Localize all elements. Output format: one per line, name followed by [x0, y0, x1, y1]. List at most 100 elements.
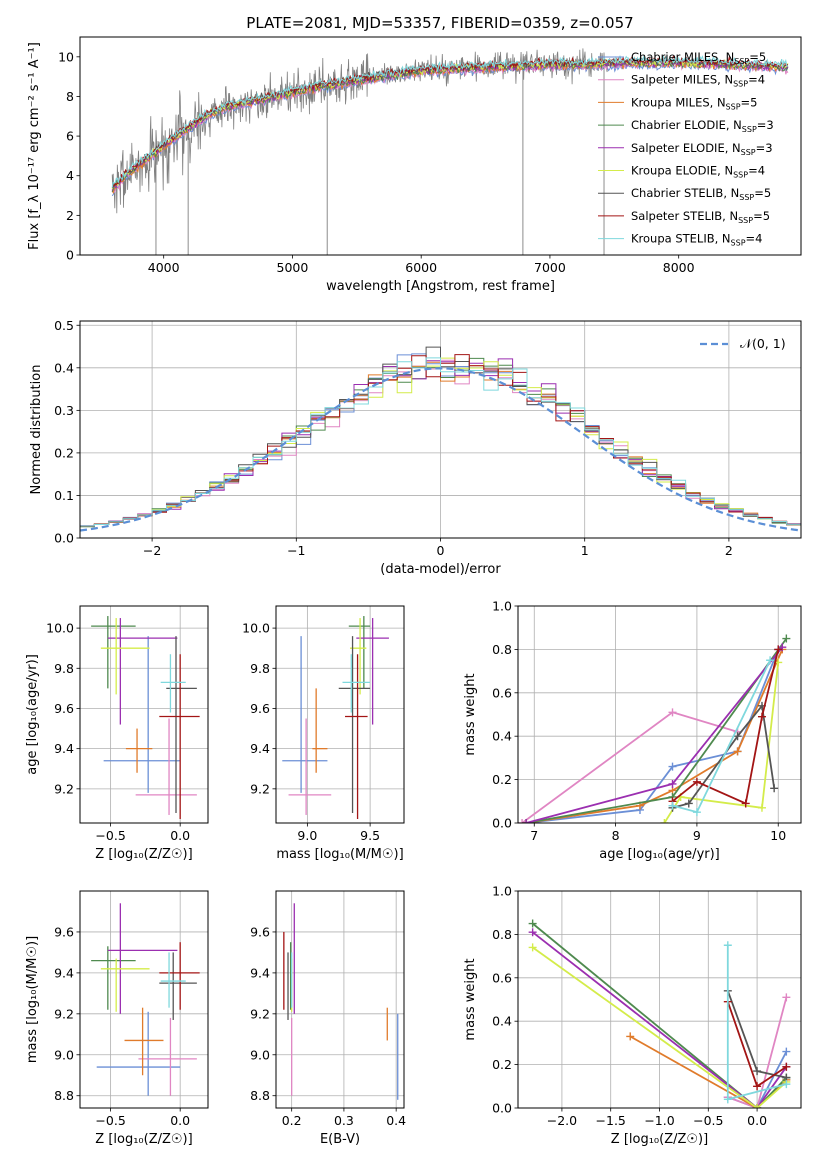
y-tick-label: 0.4 [492, 729, 512, 744]
y-tick-label: 0.3 [54, 403, 74, 418]
x-tick-label: 7000 [534, 260, 566, 275]
weight-marker [692, 808, 701, 817]
legend-count: =3 [757, 118, 774, 132]
x-tick-label: 0.4 [386, 1113, 406, 1128]
x-tick-label: −2 [143, 543, 161, 558]
axes-frame [79, 36, 802, 256]
errorbar-kroupa-elodie [100, 618, 150, 695]
weight-line [663, 662, 780, 823]
weight-series-salpeter-miles [518, 708, 742, 823]
weight-marker [733, 747, 742, 756]
age-vs-metallicity-panel: −0.5 0.0 9.2 9.4 9.6 9.8 10.0 Z [log₁₀(Z/Z☉)] ag… [25, 605, 209, 862]
y-tick-label: 9.8 [250, 661, 270, 676]
y-tick-label: 0.6 [492, 970, 512, 985]
y-tick-label: 9.4 [54, 965, 74, 980]
legend-label: Kroupa MILES, N [631, 95, 726, 109]
weight-marker [774, 645, 783, 654]
y-tick-label: 0.6 [492, 685, 512, 700]
errorbar-chabrier-miles [96, 1011, 181, 1096]
x-tick-label: −2.0 [547, 1113, 577, 1128]
errorbar-salpeter-stelib [159, 942, 200, 1010]
y-tick-label: 0.2 [54, 445, 74, 460]
y-tick-label: 9.2 [250, 781, 270, 796]
weight-marker [668, 779, 677, 788]
x-tick-label: −1.5 [596, 1113, 626, 1128]
weight-marker [782, 1080, 791, 1089]
x-axis-label: Z [log₁₀(Z/Z☉)] [95, 847, 192, 862]
y-tick-label: 2 [66, 208, 74, 223]
x-tick-label: 0.0 [170, 1113, 190, 1128]
weight-line [629, 1035, 788, 1108]
weight-line [532, 931, 788, 1108]
weight-marker [684, 799, 693, 808]
errorbar-kroupa-stelib [160, 654, 186, 713]
legend-subscript: SSP [741, 148, 756, 157]
y-tick-label: 9.2 [54, 1006, 74, 1021]
x-axis-label: mass [log₁₀(M/M☉)] [276, 847, 403, 862]
y-tick-label: 0.0 [492, 816, 512, 831]
model-spectrum-kroupa-stelib [111, 54, 789, 188]
residual-histogram-chabrier-stelib [80, 346, 801, 527]
weight-marker [782, 993, 791, 1002]
errorbar-salpeter-stelib [345, 654, 368, 819]
x-tick-label: −1.0 [644, 1113, 674, 1128]
y-tick-label: 1.0 [492, 599, 512, 614]
legend-label: Salpeter STELIB, N [631, 209, 738, 223]
x-tick-label: 6000 [405, 260, 437, 275]
x-tick-label: −0.5 [95, 828, 125, 843]
legend-entry: Salpeter MILES, NSSP=4 [631, 73, 765, 89]
legend-entry: Chabrier MILES, NSSP=5 [631, 50, 766, 66]
errorbar-salpeter-stelib [159, 654, 200, 819]
y-tick-label: 9.0 [250, 1047, 270, 1062]
x-tick-label: 8 [612, 828, 620, 843]
y-tick-label: 8 [66, 89, 74, 104]
weight-marker [723, 1095, 732, 1104]
legend-count: =4 [746, 232, 763, 246]
y-tick-label: 9.0 [54, 1047, 74, 1062]
mass-vs-metallicity-panel: −0.5 0.0 8.8 9.0 9.2 9.4 9.6 Z [log₁₀(Z/Z☉)] mas… [25, 890, 209, 1147]
errorbar-salpeter-miles [288, 718, 332, 815]
legend-count: =5 [741, 95, 758, 109]
y-tick-label: 10 [58, 49, 74, 64]
y-tick-label: 10.0 [46, 621, 74, 636]
legend-subscript: SSP [738, 216, 753, 225]
weight-marker [757, 803, 766, 812]
plot-area [111, 48, 789, 255]
x-axis-label: wavelength [Angstrom, rest frame] [326, 279, 555, 294]
x-tick-label: 10 [770, 828, 786, 843]
axes-frame [517, 605, 802, 824]
y-axis-label: mass weight [463, 673, 478, 755]
y-tick-label: 9.2 [54, 781, 74, 796]
x-axis-label: Z [log₁₀(Z/Z☉)] [611, 1132, 708, 1147]
residual-legend: 𝒩(0, 1) [700, 336, 786, 351]
x-axis-label: (data-model)/error [380, 562, 501, 577]
weight-marker [626, 1032, 635, 1041]
legend-entry: Salpeter ELODIE, NSSP=3 [631, 141, 773, 157]
x-tick-label: 0.3 [334, 1113, 354, 1128]
weight-marker [522, 819, 531, 823]
errorbar-kroupa-miles [312, 688, 328, 773]
y-tick-label: 9.6 [250, 701, 270, 716]
y-tick-label: 9.2 [250, 1006, 270, 1021]
legend-entry: Kroupa STELIB, NSSP=4 [631, 232, 762, 248]
y-tick-label: 9.8 [54, 661, 74, 676]
weight-marker [668, 801, 677, 810]
errorbar-kroupa-elodie [100, 958, 150, 1012]
weight-marker [753, 1067, 762, 1076]
weight-marker [741, 799, 750, 808]
legend-subscript: SSP [739, 193, 754, 202]
x-tick-label: 7 [530, 828, 538, 843]
y-tick-label: 0.8 [492, 927, 512, 942]
axes-frame [79, 320, 802, 539]
legend-label: Chabrier ELODIE, N [631, 118, 742, 132]
weight-marker [528, 943, 537, 952]
y-axis-label: age [log₁₀(age/yr)] [25, 654, 40, 775]
axes-frame [275, 890, 405, 1109]
weight-marker [757, 712, 766, 721]
legend-entry: Kroupa ELODIE, NSSP=4 [631, 164, 765, 180]
weight-line [532, 946, 787, 1108]
weight-series-kroupa-stelib [668, 656, 775, 817]
errorbar-kroupa-miles [124, 1007, 164, 1076]
weight-marker [660, 819, 669, 823]
